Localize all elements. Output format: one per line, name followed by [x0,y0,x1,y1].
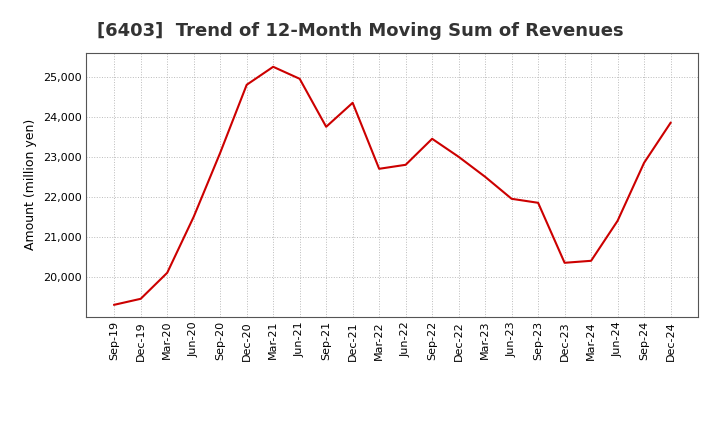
Text: [6403]  Trend of 12-Month Moving Sum of Revenues: [6403] Trend of 12-Month Moving Sum of R… [96,22,624,40]
Y-axis label: Amount (million yen): Amount (million yen) [24,119,37,250]
